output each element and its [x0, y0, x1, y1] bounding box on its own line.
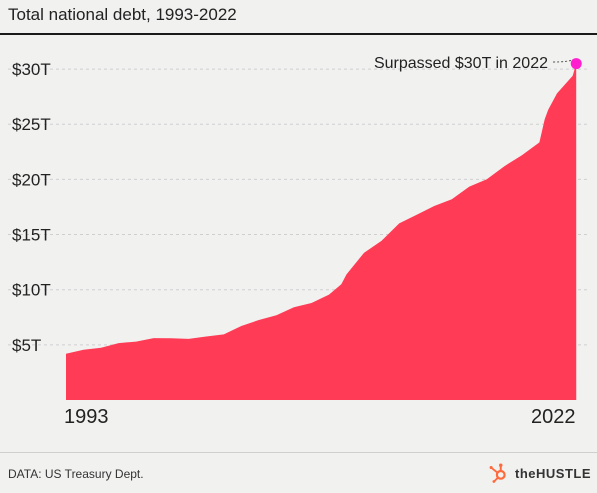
x-axis-ticks: 1993 2022	[64, 406, 576, 428]
y-axis-ticks: $5T $10T $15T $20T $25T $30T	[12, 60, 51, 355]
debt-area-chart: $5T $10T $15T $20T $25T $30T 1993 2022 Surpass…	[8, 55, 590, 428]
x-tick-label: 1993	[64, 406, 109, 428]
annotation-label: Surpassed $30T in 2022	[374, 55, 548, 72]
annotation: Surpassed $30T in 2022	[374, 55, 582, 72]
logo-wordmark: theHUSTLE	[515, 465, 591, 481]
y-tick-label: $15T	[12, 226, 51, 245]
x-tick-label: 2022	[531, 406, 576, 428]
y-tick-label: $30T	[12, 60, 51, 79]
source-note: DATA: US Treasury Dept.	[8, 467, 144, 481]
footer-divider	[0, 452, 597, 453]
y-tick-label: $25T	[12, 115, 51, 134]
debt-area	[66, 63, 577, 400]
annotation-marker	[570, 58, 582, 70]
chart-title: Total national debt, 1993-2022	[8, 5, 237, 24]
area-layer	[66, 63, 577, 400]
y-tick-label: $20T	[12, 170, 51, 189]
y-tick-label: $5T	[12, 336, 41, 355]
brand-logo: theHUSTLE	[487, 462, 591, 484]
sprocket-icon	[489, 463, 506, 483]
title-divider	[0, 33, 597, 35]
annotation-connector	[552, 59, 574, 63]
y-tick-label: $10T	[12, 281, 51, 300]
